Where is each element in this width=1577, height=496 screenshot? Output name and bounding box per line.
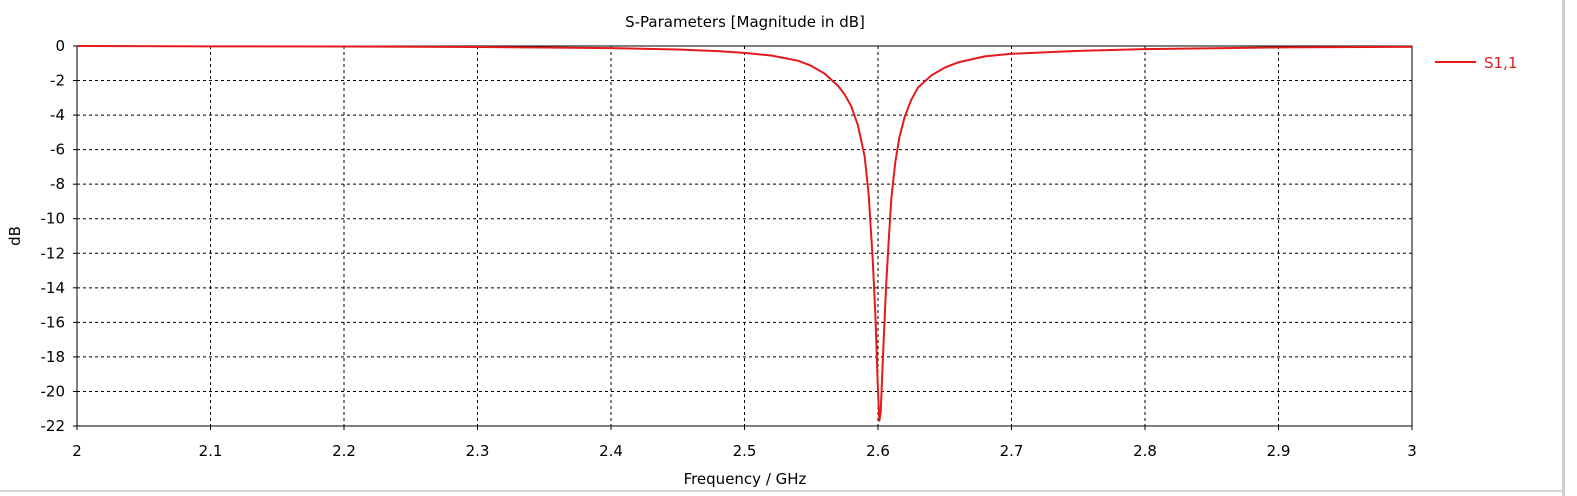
y-tick-label: -22	[41, 417, 66, 435]
axis-ticks	[73, 45, 1413, 430]
plot-area	[76, 45, 1413, 427]
y-tick-label: -4	[50, 106, 65, 124]
y-tick-label: -10	[41, 210, 66, 228]
x-axis-label: Frequency / GHz	[684, 470, 807, 488]
y-tick-labels: 0 -2 -4 -6 -8 -10 -12 -14 -16 -18 -20 -22	[41, 37, 66, 435]
x-tick-label: 2.7	[1000, 442, 1024, 460]
y-tick-label: -14	[41, 279, 66, 297]
y-tick-label: -12	[41, 244, 66, 262]
y-tick-label: -2	[50, 72, 65, 90]
x-tick-label: 2.4	[599, 442, 623, 460]
legend[interactable]: S1,1	[1435, 54, 1517, 72]
x-tick-labels: 2 2.1 2.2 2.3 2.4 2.5 2.6 2.7 2.8 2.9 3	[72, 442, 1417, 460]
legend-label-s11: S1,1	[1484, 54, 1517, 72]
chart-title: S-Parameters [Magnitude in dB]	[625, 13, 865, 31]
x-tick-label: 2.5	[733, 442, 757, 460]
x-tick-label: 3	[1407, 442, 1417, 460]
x-tick-label: 2.8	[1133, 442, 1157, 460]
series-layer	[76, 45, 1413, 422]
grid-lines	[77, 46, 1412, 426]
series-line-s11	[76, 45, 1413, 422]
y-tick-label: 0	[55, 37, 65, 55]
y-axis-label: dB	[6, 226, 24, 246]
x-tick-label: 2.1	[199, 442, 223, 460]
y-tick-label: -6	[50, 141, 65, 159]
window-edge-right	[1562, 0, 1565, 496]
y-tick-label: -16	[41, 313, 66, 331]
y-tick-label: -20	[41, 382, 66, 400]
window-edge-bottom	[0, 490, 1565, 492]
x-tick-label: 2.6	[866, 442, 890, 460]
y-tick-label: -18	[41, 348, 66, 366]
x-tick-label: 2.2	[332, 442, 356, 460]
y-tick-label: -8	[50, 175, 65, 193]
x-tick-label: 2.3	[466, 442, 490, 460]
x-tick-label: 2.9	[1267, 442, 1291, 460]
x-tick-label: 2	[72, 442, 82, 460]
